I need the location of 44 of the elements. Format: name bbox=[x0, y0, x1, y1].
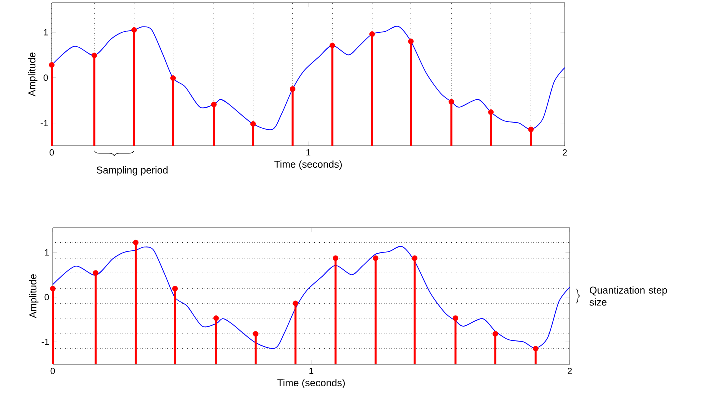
point bbox=[172, 286, 178, 292]
point bbox=[49, 62, 55, 68]
point bbox=[132, 27, 138, 34]
y-tick-label: 1 bbox=[45, 250, 50, 256]
point bbox=[133, 240, 139, 246]
point bbox=[488, 110, 494, 116]
point bbox=[214, 316, 220, 322]
y-tick-label: 1 bbox=[44, 29, 48, 36]
point bbox=[452, 316, 459, 322]
y-tick-label: 0 bbox=[44, 74, 48, 82]
y-tick-label: -1 bbox=[40, 120, 48, 126]
point bbox=[330, 42, 336, 48]
y-tick-label: 0 bbox=[44, 294, 50, 301]
x-tick-label: 0 bbox=[50, 368, 56, 374]
point bbox=[170, 76, 176, 82]
point bbox=[211, 102, 217, 108]
x-tick-label: 1 bbox=[306, 150, 311, 156]
y-axis-title: Amplitude bbox=[29, 274, 39, 318]
point bbox=[93, 270, 99, 276]
x-tick-label: 2 bbox=[568, 368, 572, 374]
point bbox=[373, 256, 379, 262]
x-axis-title: Time (seconds) bbox=[274, 160, 342, 170]
point bbox=[408, 38, 414, 44]
x-tick-label: 2 bbox=[562, 150, 568, 156]
point bbox=[370, 32, 376, 38]
y-axis-title: Amplitude bbox=[28, 52, 38, 97]
x-axis-title: Time (seconds) bbox=[278, 379, 346, 388]
point bbox=[250, 121, 256, 127]
point bbox=[492, 331, 498, 337]
point bbox=[290, 86, 296, 92]
point bbox=[253, 331, 259, 337]
x-tick-label: 0 bbox=[50, 150, 54, 156]
point bbox=[448, 99, 454, 105]
text: Quantization step size bbox=[590, 286, 668, 306]
point bbox=[412, 256, 418, 262]
point bbox=[50, 286, 56, 292]
y-tick-label: -1 bbox=[42, 339, 50, 346]
point bbox=[533, 346, 539, 352]
point bbox=[333, 256, 339, 262]
x-tick-label: 1 bbox=[310, 368, 314, 374]
point bbox=[292, 300, 299, 306]
text: Sampling period bbox=[96, 166, 168, 176]
point bbox=[528, 126, 534, 132]
point bbox=[92, 52, 98, 58]
